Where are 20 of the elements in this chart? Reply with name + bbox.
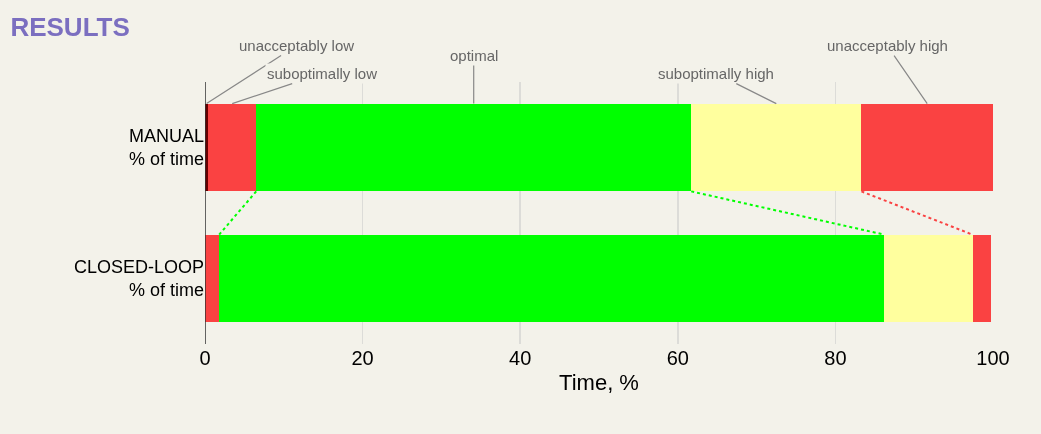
text: optimal	[450, 47, 499, 64]
bar	[208, 103, 257, 192]
y-tick-label: MANUAL % of time	[128, 126, 204, 170]
x-tick-label: 0	[199, 347, 211, 369]
bar	[205, 234, 220, 323]
x-axis-title: Time, %	[559, 369, 639, 395]
bar	[691, 103, 862, 192]
series-label: suboptimally high	[658, 65, 774, 82]
x-tick-label: 20	[351, 347, 374, 369]
y-tick-label: CLOSED-LOOP % of time	[73, 257, 204, 301]
x-tick-label: 80	[824, 347, 847, 369]
x-tick-label: 40	[509, 347, 532, 369]
chart-title: RESULTS	[10, 11, 130, 42]
bar	[884, 234, 973, 323]
bar	[972, 234, 992, 323]
text: unacceptably high	[827, 37, 948, 54]
x-tick-label: 60	[666, 347, 689, 369]
x-tick-label: 100	[976, 347, 1010, 369]
series-label: suboptimally low	[267, 65, 378, 82]
text: unacceptably low	[239, 37, 355, 54]
